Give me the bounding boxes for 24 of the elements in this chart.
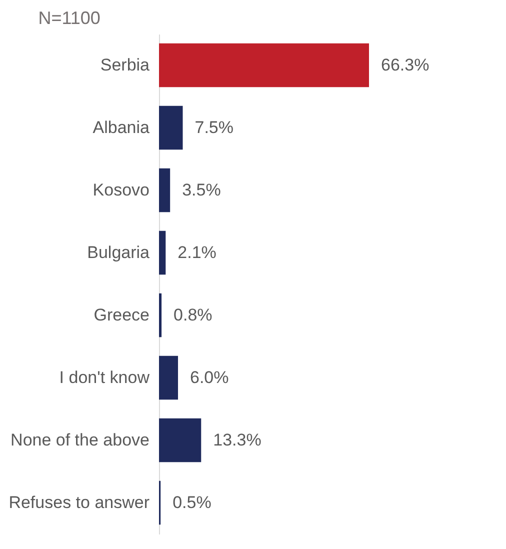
y-tick-label: Serbia bbox=[100, 55, 150, 74]
y-tick-label: Albania bbox=[92, 118, 150, 137]
bar bbox=[159, 356, 178, 400]
bar bbox=[159, 168, 170, 212]
y-tick-label: Bulgaria bbox=[87, 242, 150, 262]
data-label: 7.5% bbox=[194, 118, 234, 137]
data-label: 6.0% bbox=[190, 368, 229, 387]
bar bbox=[159, 293, 162, 338]
y-tick-label: None of the above bbox=[10, 430, 150, 450]
bar bbox=[159, 418, 202, 462]
bar bbox=[159, 43, 369, 88]
data-label: 2.1% bbox=[178, 242, 216, 262]
y-tick-label: Refuses to answer bbox=[8, 492, 150, 512]
data-label: 0.5% bbox=[172, 492, 212, 512]
data-label: 66.3% bbox=[381, 55, 430, 74]
y-tick-label: Greece bbox=[94, 305, 150, 324]
chart-title: N=1100 bbox=[38, 8, 100, 28]
bar bbox=[159, 106, 183, 150]
y-tick-label: Kosovo bbox=[92, 180, 150, 200]
data-label: 3.5% bbox=[182, 180, 221, 200]
data-label: 13.3% bbox=[213, 430, 262, 450]
data-label: 0.8% bbox=[174, 305, 212, 324]
bar bbox=[159, 230, 166, 275]
y-tick-label: I don't know bbox=[59, 368, 150, 387]
